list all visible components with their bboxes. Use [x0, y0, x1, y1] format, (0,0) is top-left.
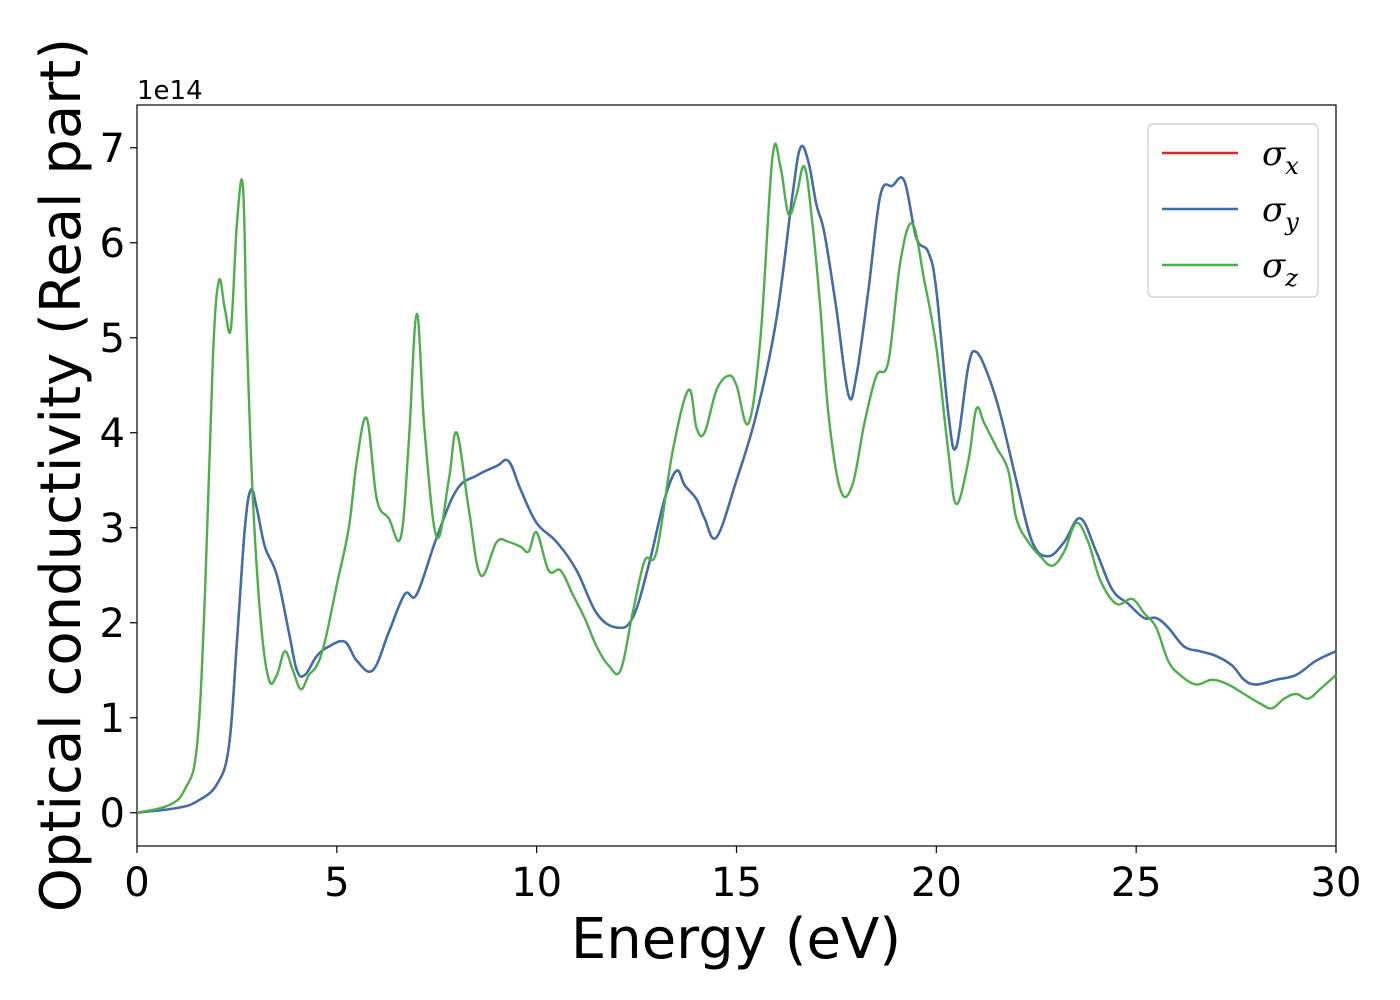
legend-label-x: σx	[1262, 134, 1299, 180]
y-tick-label: 1	[100, 696, 125, 742]
x-tick-label: 0	[124, 860, 149, 906]
y-tick-label: 3	[100, 506, 125, 552]
legend-label-z: σz	[1262, 246, 1298, 292]
y-tick-label: 5	[100, 316, 125, 362]
x-tick-label: 10	[511, 860, 562, 906]
y-offset-label: 1e14	[137, 76, 203, 106]
legend-label-y: σy	[1262, 190, 1299, 236]
series-layer	[136, 142, 1337, 814]
legend-items: σx σy σz	[1162, 134, 1299, 292]
y-tick-label: 4	[100, 411, 125, 457]
x-tick-label: 30	[1311, 860, 1362, 906]
series-line-y	[136, 144, 1337, 814]
series-line-z	[136, 142, 1337, 814]
y-axis-label: Optical conductivity (Real part)	[29, 38, 94, 912]
legend-frame	[1147, 123, 1319, 298]
x-axis-label: Energy (eV)	[571, 907, 901, 972]
x-tick-label: 15	[711, 860, 762, 906]
y-tick-label: 6	[100, 221, 125, 267]
y-tick-label: 0	[100, 791, 125, 837]
x-tick-label: 5	[324, 860, 349, 906]
y-axis-ticks: 0 1 2 3 4 5 6 7	[100, 126, 137, 837]
y-tick-label: 2	[100, 601, 125, 647]
legend: σx σy σz	[1147, 123, 1319, 298]
x-axis-ticks: 0 5 10 15 20 25 30	[124, 846, 1361, 906]
x-tick-label: 25	[1111, 860, 1162, 906]
x-tick-label: 20	[911, 860, 962, 906]
y-tick-label: 7	[100, 126, 125, 172]
